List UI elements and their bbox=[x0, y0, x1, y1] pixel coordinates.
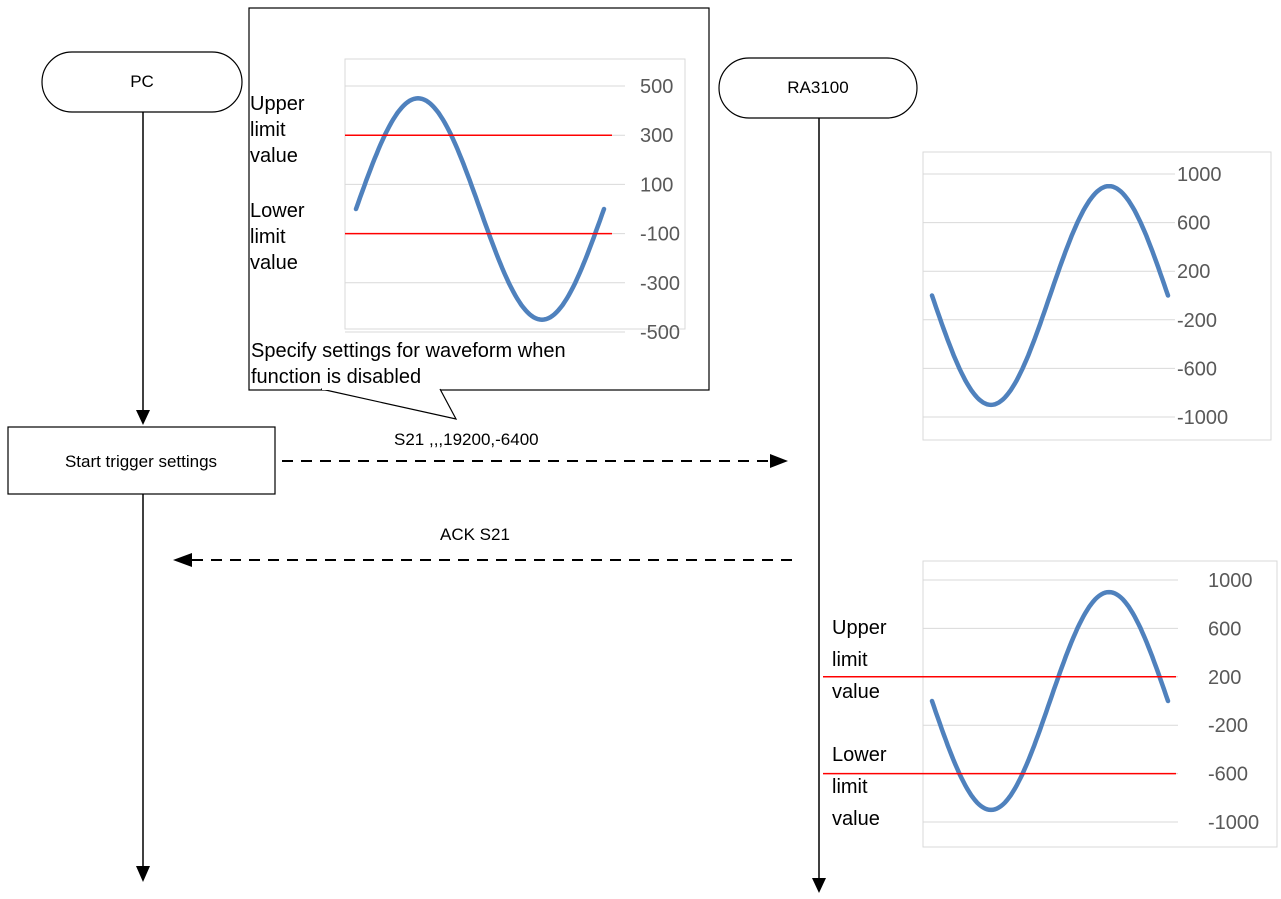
upper-limit-word-3: value bbox=[250, 145, 298, 167]
y-tick-label: -600 bbox=[1208, 764, 1248, 786]
pc-lifeline bbox=[136, 110, 150, 882]
device-lower-limit-word-2: limit bbox=[832, 776, 868, 798]
response-arrowhead bbox=[173, 553, 192, 567]
lower-limit-word-1: Lower bbox=[250, 200, 305, 222]
request-message-label: S21 ,,,19200,-6400 bbox=[394, 430, 539, 449]
y-tick-label: -200 bbox=[1208, 715, 1248, 737]
device-lower-limit-word-3: value bbox=[832, 808, 880, 830]
device-lower-limit-word-1: Lower bbox=[832, 744, 887, 766]
device-chart-before-frame bbox=[922, 151, 1272, 441]
response-message: ACK S21 bbox=[173, 525, 795, 567]
y-tick-label: -200 bbox=[1177, 310, 1217, 332]
y-tick-label: 200 bbox=[1208, 667, 1241, 689]
callout-chart-frame bbox=[344, 58, 686, 330]
response-message-label: ACK S21 bbox=[440, 525, 510, 544]
waveform-series-line bbox=[353, 96, 607, 322]
device-lifeline-arrowhead bbox=[812, 878, 826, 893]
device-upper-limit-word-2: limit bbox=[832, 649, 868, 671]
upper-limit-word-2: limit bbox=[250, 119, 286, 141]
upper-limit-word-1: Upper bbox=[250, 93, 305, 115]
y-tick-label: 1000 bbox=[1177, 164, 1222, 186]
device-lower-limit-label: Lower limit value bbox=[832, 744, 887, 830]
y-tick-label: 100 bbox=[640, 174, 673, 196]
y-tick-label: -300 bbox=[640, 273, 680, 295]
pc-actor-node: PC bbox=[41, 51, 243, 113]
y-tick-label: 300 bbox=[640, 125, 673, 147]
pc-actor-label: PC bbox=[130, 72, 154, 91]
lower-limit-word-3: value bbox=[250, 252, 298, 274]
y-tick-label: -1000 bbox=[1177, 407, 1228, 429]
waveform-series-line bbox=[929, 183, 1171, 408]
process-box-label: Start trigger settings bbox=[65, 452, 217, 471]
y-tick-label: 600 bbox=[1208, 618, 1241, 640]
request-message: S21 ,,,19200,-6400 bbox=[282, 430, 788, 468]
waveform-series-line bbox=[929, 589, 1171, 813]
device-actor-label: RA3100 bbox=[787, 78, 848, 97]
y-tick-label: -1000 bbox=[1208, 812, 1259, 834]
y-tick-label: 600 bbox=[1177, 213, 1210, 235]
callout-text-line-2: function is disabled bbox=[251, 366, 421, 388]
device-lifeline bbox=[812, 118, 826, 893]
y-tick-label: -500 bbox=[640, 322, 680, 344]
device-chart-after-frame bbox=[922, 560, 1278, 848]
device-waveform-chart-before: 1000 600 200 -200 -600 -1000 bbox=[922, 151, 1272, 441]
y-tick-label: -600 bbox=[1177, 358, 1217, 380]
request-arrowhead bbox=[770, 454, 788, 468]
device-waveform-chart-after: 1000 600 200 -200 -600 -1000 bbox=[823, 560, 1278, 848]
callout-lower-limit-label: Lower limit value bbox=[250, 200, 305, 274]
callout-pointer bbox=[320, 388, 458, 420]
pc-lifeline-top-arrowhead bbox=[136, 410, 150, 425]
y-tick-label: 200 bbox=[1177, 261, 1210, 283]
y-tick-label: 1000 bbox=[1208, 570, 1253, 592]
y-tick-label: 500 bbox=[640, 76, 673, 98]
callout-upper-limit-label: Upper limit value bbox=[250, 93, 305, 167]
start-trigger-settings-box: Start trigger settings bbox=[7, 426, 276, 495]
callout-text-line-1: Specify settings for waveform when bbox=[251, 340, 566, 362]
device-upper-limit-label: Upper limit value bbox=[832, 617, 887, 703]
callout-waveform-chart: 500 300 100 -100 -300 -500 bbox=[344, 58, 686, 344]
device-actor-node: RA3100 bbox=[718, 57, 918, 119]
device-upper-limit-word-1: Upper bbox=[832, 617, 887, 639]
y-tick-label: -100 bbox=[640, 224, 680, 246]
device-upper-limit-word-3: value bbox=[832, 681, 880, 703]
pc-lifeline-bottom-arrowhead bbox=[136, 866, 150, 882]
lower-limit-word-2: limit bbox=[250, 226, 286, 248]
